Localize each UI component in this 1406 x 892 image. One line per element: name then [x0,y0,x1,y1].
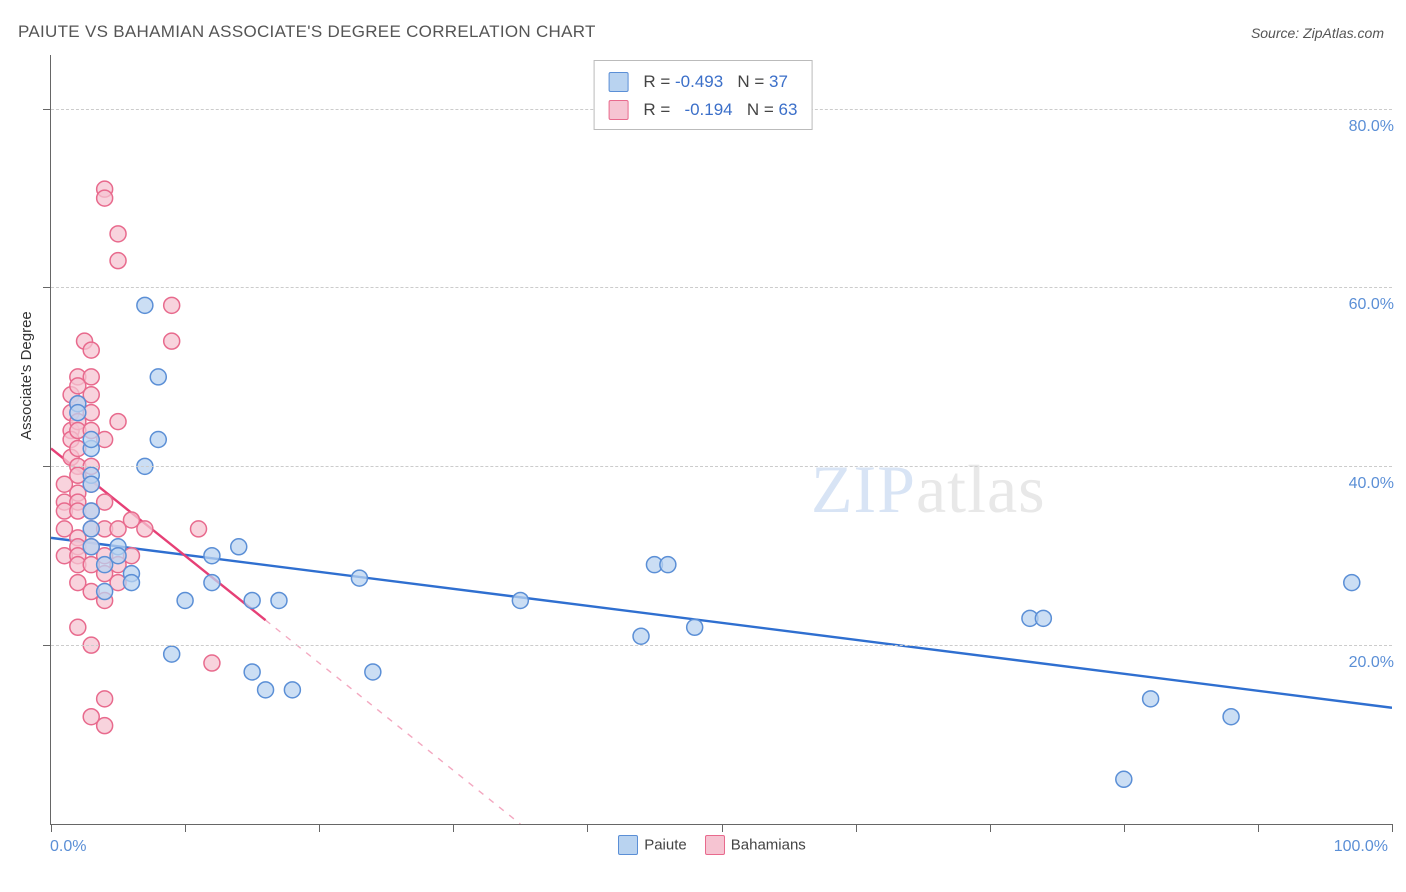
stats-label: N = [728,72,769,91]
point-bahamians [191,521,207,537]
point-paiute [244,592,260,608]
y-tick [43,109,51,110]
stats-n-bahamians: 63 [778,100,797,119]
point-paiute [83,503,99,519]
point-paiute [365,664,381,680]
legend-swatch-bahamians [705,835,725,855]
point-bahamians [83,342,99,358]
point-paiute [83,539,99,555]
point-paiute [204,575,220,591]
grid-line [51,287,1392,288]
point-paiute [83,432,99,448]
x-tick [856,824,857,832]
point-paiute [83,476,99,492]
point-paiute [150,369,166,385]
point-paiute [83,521,99,537]
point-bahamians [97,718,113,734]
point-paiute [164,646,180,662]
legend-label-paiute: Paiute [644,837,687,854]
stats-label: R = [643,72,675,91]
stats-label: R = [643,100,679,119]
stats-box: R = -0.493 N = 37 R = -0.194 N = 63 [594,60,813,130]
point-paiute [123,575,139,591]
point-paiute [231,539,247,555]
point-paiute [177,592,193,608]
x-tick [1258,824,1259,832]
x-tick [722,824,723,832]
x-tick [990,824,991,832]
y-tick-label: 80.0% [1345,118,1394,136]
point-paiute [351,570,367,586]
stats-row-bahamians: R = -0.194 N = 63 [609,95,798,123]
stats-label: N = [737,100,778,119]
y-tick-label: 40.0% [1345,475,1394,493]
grid-line [51,645,1392,646]
stats-r-paiute: -0.493 [675,72,723,91]
legend-swatch-paiute [618,835,638,855]
point-paiute [244,664,260,680]
point-paiute [150,432,166,448]
point-bahamians [164,333,180,349]
scatter-svg [51,55,1392,824]
point-bahamians [110,414,126,430]
regression-line-paiute [51,538,1392,708]
x-tick [51,824,52,832]
stats-n-paiute: 37 [769,72,788,91]
legend-label-bahamians: Bahamians [731,837,806,854]
point-paiute [1143,691,1159,707]
chart-plot-area: ZIPatlas 20.0%40.0%60.0%80.0% [50,55,1392,825]
x-tick [587,824,588,832]
stats-swatch-paiute [609,72,629,92]
x-tick [1392,824,1393,832]
point-bahamians [137,521,153,537]
point-bahamians [70,619,86,635]
point-paiute [137,297,153,313]
point-paiute [660,557,676,573]
point-bahamians [83,369,99,385]
point-paiute [633,628,649,644]
x-tick [1124,824,1125,832]
point-paiute [1223,709,1239,725]
legend: Paiute Bahamians [0,835,1406,855]
x-tick [319,824,320,832]
point-paiute [284,682,300,698]
regression-line-dashed-bahamians [266,620,521,824]
source-attribution: Source: ZipAtlas.com [1251,25,1384,41]
point-bahamians [110,226,126,242]
point-paiute [204,548,220,564]
stats-row-paiute: R = -0.493 N = 37 [609,67,798,95]
stats-r-bahamians: -0.194 [684,100,732,119]
point-paiute [1116,771,1132,787]
point-bahamians [110,253,126,269]
point-paiute [97,584,113,600]
x-tick [185,824,186,832]
grid-line [51,466,1392,467]
point-bahamians [97,190,113,206]
stats-swatch-bahamians [609,100,629,120]
point-paiute [1035,610,1051,626]
x-tick [453,824,454,832]
point-paiute [687,619,703,635]
point-paiute [258,682,274,698]
y-tick-label: 60.0% [1345,296,1394,314]
point-bahamians [204,655,220,671]
point-bahamians [164,297,180,313]
y-axis-title: Associate's Degree [18,311,35,440]
y-tick [43,287,51,288]
point-bahamians [97,691,113,707]
y-tick [43,466,51,467]
chart-title: PAIUTE VS BAHAMIAN ASSOCIATE'S DEGREE CO… [18,22,596,42]
point-paiute [512,592,528,608]
point-paiute [110,548,126,564]
point-paiute [271,592,287,608]
y-tick [43,645,51,646]
y-tick-label: 20.0% [1345,654,1394,672]
point-paiute [70,405,86,421]
point-paiute [1344,575,1360,591]
